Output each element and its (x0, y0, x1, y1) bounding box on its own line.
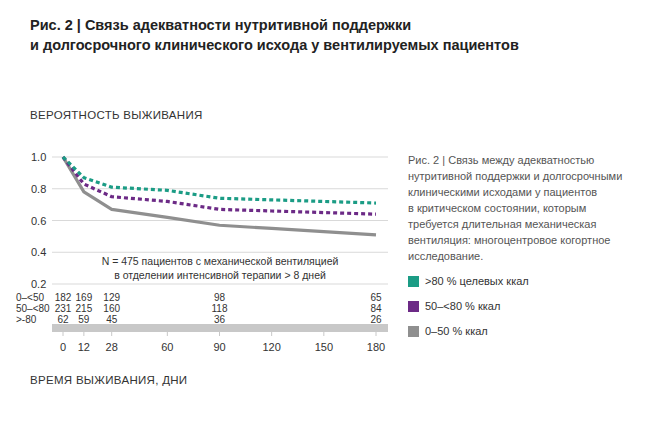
risk-number: 84 (370, 303, 382, 314)
x-tick-label: 180 (367, 341, 385, 353)
risk-number: 45 (106, 314, 118, 325)
x-axis-band (52, 324, 388, 332)
risk-number: 118 (212, 303, 228, 314)
grid-line (52, 220, 388, 221)
x-tick (271, 332, 272, 336)
legend-swatch (408, 276, 419, 287)
title: Рис. 2 | Связь адекватности нутритивной … (30, 17, 519, 53)
risk-number: 98 (214, 292, 226, 303)
risk-number: 169 (76, 292, 93, 303)
chart-svg: Рис. 2 | Связь адекватности нутритивной … (0, 0, 650, 434)
y-tick-label: 0.8 (31, 183, 46, 195)
x-tick-label: 150 (315, 341, 333, 353)
x-tick (219, 332, 220, 336)
y-tick-label: 0.6 (31, 215, 46, 227)
x-tick (111, 332, 112, 336)
risk-number: 62 (57, 314, 69, 325)
x-tick (167, 332, 168, 336)
caption: Рис. 2 | Связь между адекватностьюнутрит… (408, 154, 622, 262)
x-tick-label: 28 (106, 341, 118, 353)
y-tick-label: 1.0 (31, 151, 46, 163)
risk-number: 59 (78, 314, 90, 325)
legend-swatch (408, 301, 419, 312)
risk-number: 215 (76, 303, 93, 314)
risk-number: 182 (55, 292, 72, 303)
legend-label: 50–<80 % ккал (425, 300, 500, 312)
series-group (63, 157, 376, 235)
x-tick (83, 332, 84, 336)
grid-line (52, 284, 388, 285)
risk-number: 160 (103, 303, 120, 314)
chart-container: Рис. 2 | Связь адекватности нутритивной … (0, 0, 650, 434)
legend-swatch (408, 326, 419, 337)
x-tick-label: 60 (161, 341, 173, 353)
risk-number: 26 (370, 314, 382, 325)
x-tick-label: 0 (60, 341, 66, 353)
y-tick-label: 0.4 (31, 246, 46, 258)
grid-line (52, 188, 388, 189)
risk-number: 65 (370, 292, 382, 303)
risk-row-label: 50–<80 (16, 303, 50, 314)
grid-line (52, 157, 388, 158)
y-tick-label: 0.2 (31, 278, 46, 290)
x-axis-label: ВРЕМЯ ВЫЖИВАНИЯ, ДНИ (30, 374, 187, 386)
legend-label: >80 % целевых ккал (425, 275, 529, 287)
risk-row-label: >-80 (16, 314, 37, 325)
risk-row-label: 0–<50 (16, 292, 45, 303)
series-line (63, 157, 376, 203)
risk-number: 36 (214, 314, 226, 325)
annotation: N = 475 пациентов с механической вентиля… (102, 255, 339, 281)
grid-line (52, 252, 388, 253)
x-tick-label: 12 (78, 341, 90, 353)
x-tick-label: 120 (262, 341, 280, 353)
risk-number: 231 (55, 303, 72, 314)
x-tick (376, 332, 377, 336)
series-line (63, 157, 376, 235)
x-tick (63, 332, 64, 336)
x-tick-label: 90 (213, 341, 225, 353)
legend-label: 0–50 % ккал (425, 325, 488, 337)
series-line (63, 157, 376, 214)
x-tick (323, 332, 324, 336)
y-axis-label: ВЕРОЯТНОСТЬ ВЫЖИВАНИЯ (30, 109, 203, 121)
risk-number: 129 (103, 292, 120, 303)
